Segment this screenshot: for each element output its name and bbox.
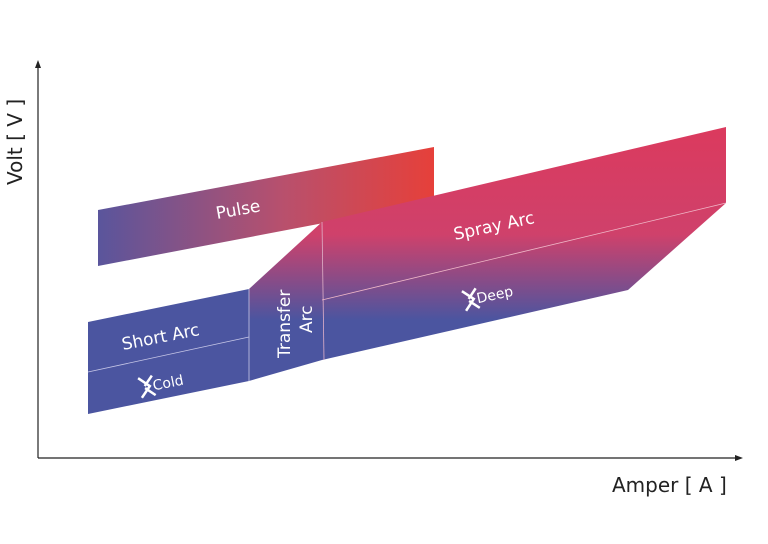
- y-axis-arrow-icon: [35, 60, 41, 68]
- short-arc-region: [88, 289, 249, 414]
- xdeep-label: Deep: [461, 284, 515, 312]
- transfer-label-line2: Arc: [297, 305, 317, 333]
- deep-divider: [321, 202, 727, 301]
- transfer-label-line1: Transfer: [275, 290, 295, 359]
- y-axis-label: Volt [ V ]: [3, 99, 27, 185]
- x-logo-icon: [137, 374, 157, 399]
- x-axis-arrow-icon: [735, 455, 743, 461]
- y-axis: [35, 60, 41, 458]
- x-axis: [38, 455, 743, 461]
- transfer-arc-region: [249, 222, 322, 381]
- cold-label: Cold: [151, 373, 185, 395]
- x-axis-label: Amper [ A ]: [612, 473, 727, 497]
- x-logo-icon: [461, 287, 481, 312]
- transfer-divider-right: [321, 221, 325, 361]
- pulse-region: [98, 147, 434, 266]
- deep-label: Deep: [475, 284, 515, 307]
- cold-divider: [87, 336, 250, 373]
- xcold-label: Cold: [137, 373, 185, 399]
- spray-arc-region: [322, 127, 726, 360]
